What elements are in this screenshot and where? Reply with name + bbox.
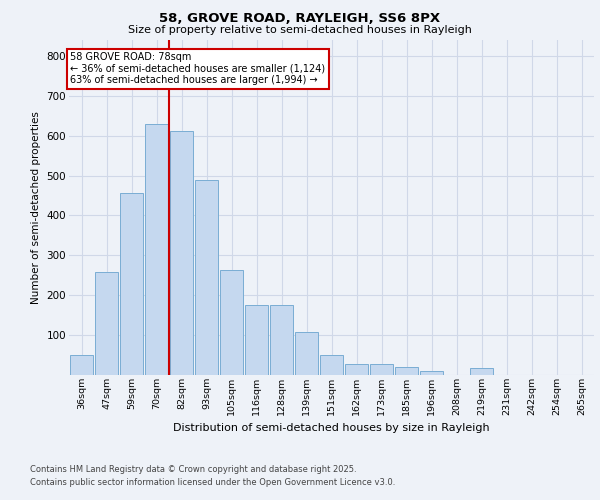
- X-axis label: Distribution of semi-detached houses by size in Rayleigh: Distribution of semi-detached houses by …: [173, 423, 490, 433]
- Text: 58, GROVE ROAD, RAYLEIGH, SS6 8PX: 58, GROVE ROAD, RAYLEIGH, SS6 8PX: [160, 12, 440, 26]
- Bar: [420, 371, 443, 375]
- Bar: [95, 272, 118, 375]
- Bar: [270, 305, 293, 375]
- Bar: [220, 270, 243, 375]
- Bar: [195, 180, 218, 375]
- Bar: [70, 355, 93, 375]
- Bar: [245, 305, 268, 375]
- Bar: [120, 192, 143, 375]
- Bar: [470, 368, 493, 375]
- Bar: [370, 364, 393, 375]
- Bar: [395, 367, 418, 375]
- Text: Contains HM Land Registry data © Crown copyright and database right 2025.: Contains HM Land Registry data © Crown c…: [30, 466, 356, 474]
- Bar: [145, 124, 168, 375]
- Bar: [345, 364, 368, 375]
- Bar: [320, 355, 343, 375]
- Text: 58 GROVE ROAD: 78sqm
← 36% of semi-detached houses are smaller (1,124)
63% of se: 58 GROVE ROAD: 78sqm ← 36% of semi-detac…: [70, 52, 325, 85]
- Bar: [295, 332, 318, 375]
- Text: Size of property relative to semi-detached houses in Rayleigh: Size of property relative to semi-detach…: [128, 25, 472, 35]
- Text: Contains public sector information licensed under the Open Government Licence v3: Contains public sector information licen…: [30, 478, 395, 487]
- Bar: [170, 131, 193, 375]
- Y-axis label: Number of semi-detached properties: Number of semi-detached properties: [31, 111, 41, 304]
